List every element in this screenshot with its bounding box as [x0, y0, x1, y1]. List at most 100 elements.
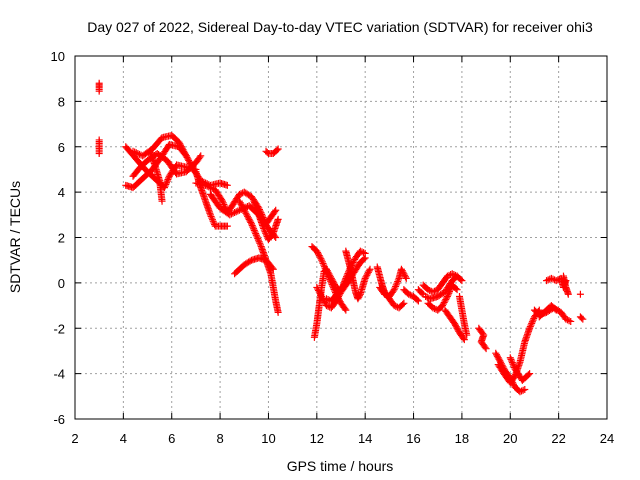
data-point — [226, 211, 234, 219]
data-point — [229, 209, 237, 217]
data-point — [165, 174, 173, 182]
data-point — [249, 223, 257, 231]
data-point — [250, 225, 258, 233]
data-point — [400, 270, 408, 278]
data-point — [327, 273, 335, 281]
data-point — [356, 292, 364, 300]
data-point — [547, 274, 555, 282]
data-point — [322, 302, 330, 310]
y-tick-label: 2 — [58, 231, 65, 246]
data-point — [322, 265, 330, 273]
data-point — [235, 190, 243, 198]
data-point — [527, 321, 535, 329]
data-point — [239, 203, 247, 211]
data-point — [248, 220, 256, 228]
data-point — [576, 290, 584, 298]
data-point — [362, 273, 370, 281]
data-point — [262, 231, 270, 239]
data-point — [452, 323, 460, 331]
data-point — [510, 362, 518, 370]
data-point — [250, 226, 258, 234]
data-point — [219, 199, 227, 207]
data-point — [458, 277, 466, 285]
data-point — [243, 212, 251, 220]
data-point — [453, 286, 461, 294]
data-point — [260, 226, 268, 234]
data-point — [179, 146, 187, 154]
data-point — [202, 181, 210, 189]
data-point — [444, 291, 452, 299]
data-point — [402, 274, 410, 282]
data-point — [445, 271, 453, 279]
data-point — [246, 217, 254, 225]
y-tick-label: -6 — [53, 412, 65, 427]
data-point — [206, 184, 214, 192]
data-point — [519, 386, 527, 394]
data-point — [360, 249, 368, 257]
data-point — [208, 216, 216, 224]
data-point — [163, 177, 171, 185]
x-tick-label: 14 — [358, 431, 372, 446]
data-point — [232, 208, 240, 216]
data-point — [342, 306, 350, 314]
data-point — [248, 222, 256, 230]
data-point — [243, 211, 251, 219]
data-point — [406, 291, 414, 299]
data-point — [442, 296, 450, 304]
y-tick-label: 6 — [58, 140, 65, 155]
data-point — [443, 272, 451, 280]
data-point — [182, 152, 190, 160]
data-point — [319, 259, 327, 267]
data-point — [227, 210, 235, 218]
data-point — [316, 253, 324, 261]
data-point — [219, 197, 227, 205]
data-point — [325, 270, 333, 278]
data-point — [494, 354, 502, 362]
data-point — [175, 138, 183, 146]
data-point — [579, 315, 587, 323]
data-point — [180, 147, 188, 155]
data-point — [508, 359, 516, 367]
x-tick-label: 2 — [71, 431, 78, 446]
data-point — [272, 206, 280, 214]
data-point — [210, 219, 218, 227]
data-point — [247, 218, 255, 226]
data-point — [158, 197, 166, 205]
data-point — [244, 214, 252, 222]
data-point — [313, 247, 321, 255]
data-point — [526, 370, 534, 378]
grid-layer — [75, 56, 607, 419]
data-point — [326, 271, 334, 279]
data-point — [349, 258, 357, 266]
data-point — [441, 297, 449, 305]
data-point — [439, 300, 447, 308]
data-point — [274, 145, 282, 153]
data-point — [440, 299, 448, 307]
data-point — [341, 305, 349, 313]
data-point — [446, 286, 454, 294]
data-point — [254, 234, 262, 242]
data-point — [495, 355, 503, 363]
data-point — [274, 308, 282, 316]
y-tick-label: 0 — [58, 276, 65, 291]
data-point — [132, 149, 140, 157]
x-axis-label: GPS time / hours — [287, 458, 394, 474]
data-point — [256, 239, 264, 247]
data-point — [426, 286, 434, 294]
data-point — [496, 357, 504, 365]
data-point — [271, 208, 279, 216]
y-tick-label: 4 — [58, 185, 65, 200]
data-point — [313, 283, 321, 291]
data-point — [354, 295, 362, 303]
data-point — [398, 267, 406, 275]
data-point — [360, 255, 368, 263]
data-point — [176, 140, 184, 148]
data-point — [361, 274, 369, 282]
data-point — [260, 224, 268, 232]
data-point — [448, 270, 456, 278]
data-point — [401, 273, 409, 281]
data-point — [134, 150, 142, 158]
data-point — [253, 233, 261, 241]
data-point — [390, 286, 398, 294]
